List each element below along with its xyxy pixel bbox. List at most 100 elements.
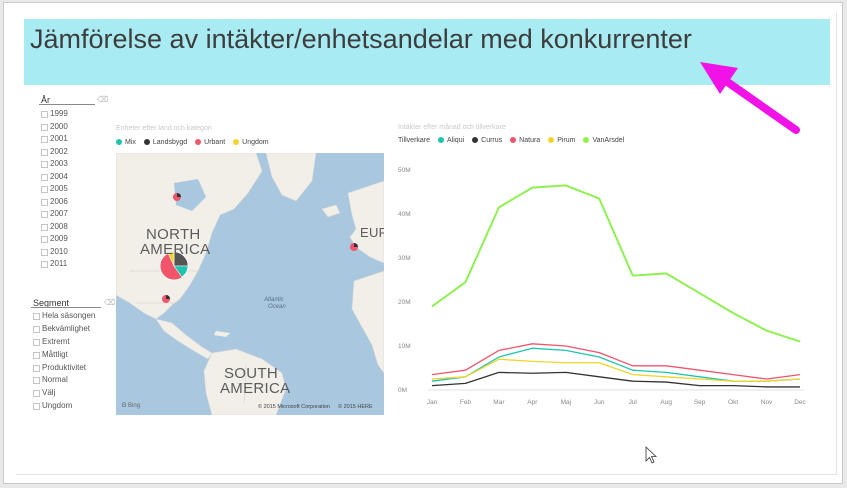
segment-slicer-item[interactable]: Produktivitet xyxy=(33,362,95,375)
map-label-south-america: AMERICA xyxy=(220,380,291,397)
year-slicer-item[interactable]: 2005 xyxy=(41,183,68,196)
pie-usa[interactable] xyxy=(159,251,189,281)
map-legend-item[interactable]: Landsbygd xyxy=(143,139,187,146)
year-slicer-item[interactable]: 2011 xyxy=(41,258,68,271)
checkbox-icon[interactable] xyxy=(41,248,48,256)
year-slicer-item[interactable]: 2007 xyxy=(41,208,68,221)
segment-slicer-item[interactable]: Normal xyxy=(33,374,95,387)
line-legend-label: Aliqui xyxy=(447,137,465,144)
year-slicer-eraser-icon[interactable]: ⌫ xyxy=(97,95,109,104)
line-legend-label: VanArsdel xyxy=(592,137,625,144)
series-line-pirum[interactable] xyxy=(431,358,801,382)
segment-slicer-item-label: Produktivitet xyxy=(42,362,87,372)
checkbox-icon[interactable] xyxy=(41,223,48,231)
year-slicer-item-label: 2001 xyxy=(50,134,68,143)
line-chart[interactable]: 0M 10M 20M 30M 40M 50M Jan Feb Mar Apr Maj Jun Jul Au… xyxy=(396,150,816,412)
checkbox-icon[interactable] xyxy=(33,338,40,346)
map-legend: Mix Landsbygd Urbant Ungdom xyxy=(116,139,277,146)
checkbox-icon[interactable] xyxy=(41,198,48,206)
line-legend-item[interactable]: Aliqui xyxy=(438,137,464,144)
checkbox-icon[interactable] xyxy=(33,325,40,333)
line-legend-label: Currus xyxy=(481,137,503,144)
segment-slicer-item[interactable]: Extremt xyxy=(33,336,95,349)
segment-slicer-item-label: Bekvämlighet xyxy=(42,323,91,333)
checkbox-icon[interactable] xyxy=(41,148,48,156)
segment-slicer-list: Hela säsongen Bekvämlighet Extremt Måttligt… xyxy=(33,310,95,413)
series-line-natura[interactable] xyxy=(431,343,801,380)
legend-dot-icon xyxy=(143,139,150,145)
checkbox-icon[interactable] xyxy=(41,111,48,118)
year-slicer-item-label: 2007 xyxy=(50,209,68,218)
year-slicer-item[interactable]: 2000 xyxy=(41,121,68,134)
checkbox-icon[interactable] xyxy=(33,403,40,411)
x-tick-label: Jun xyxy=(594,399,605,406)
checkbox-icon[interactable] xyxy=(41,161,48,168)
bing-logo-text: Bing xyxy=(128,403,141,409)
line-legend-item[interactable]: Pirum xyxy=(548,137,575,144)
map-basemap xyxy=(116,153,384,415)
year-slicer-item[interactable]: 1999 xyxy=(41,108,68,121)
segment-slicer-item[interactable]: Bekvämlighet xyxy=(33,323,95,336)
checkbox-icon[interactable] xyxy=(33,351,40,359)
segment-slicer-item[interactable]: Välj xyxy=(33,387,95,400)
map-legend-item[interactable]: Mix xyxy=(116,139,136,146)
bing-icon: ᗷ xyxy=(122,403,127,409)
x-tick-label: Nov xyxy=(761,399,773,406)
checkbox-icon[interactable] xyxy=(33,377,40,385)
series-line-currus[interactable] xyxy=(431,371,800,388)
line-legend-item[interactable]: Natura xyxy=(510,137,540,144)
title-banner[interactable]: Jämförelse av intäkter/enhetsandelar med… xyxy=(24,19,830,85)
legend-dot-icon xyxy=(233,139,240,145)
year-slicer-item[interactable]: 2003 xyxy=(41,158,68,171)
map-copyright-microsoft: © 2015 Microsoft Corporation xyxy=(258,404,330,410)
year-slicer-item[interactable]: 2006 xyxy=(41,196,68,209)
map-legend-label: Ungdom xyxy=(242,139,269,146)
checkbox-icon[interactable] xyxy=(33,364,40,372)
segment-slicer-item[interactable]: Måttligt xyxy=(33,349,95,362)
map-legend-item[interactable]: Urbant xyxy=(195,139,225,146)
year-slicer-item[interactable]: 2004 xyxy=(41,171,68,184)
year-slicer-item[interactable]: 2009 xyxy=(41,233,68,246)
year-slicer-item-label: 2011 xyxy=(50,259,68,268)
year-slicer-item-label: 2003 xyxy=(50,159,68,168)
x-tick-label: Apr xyxy=(527,399,538,406)
pie-europe[interactable] xyxy=(350,243,358,251)
y-tick-label: 30M xyxy=(398,255,411,262)
segment-slicer-item[interactable]: Ungdom xyxy=(33,400,95,413)
year-slicer-item[interactable]: 2010 xyxy=(41,246,68,259)
checkbox-icon[interactable] xyxy=(41,261,48,268)
checkbox-icon[interactable] xyxy=(41,211,48,218)
checkbox-icon[interactable] xyxy=(41,186,48,193)
checkbox-icon[interactable] xyxy=(41,173,48,181)
legend-dot-icon xyxy=(195,139,202,145)
y-tick-label: 0M xyxy=(398,387,407,394)
map-legend-item[interactable]: Ungdom xyxy=(233,139,269,146)
segment-slicer-item-label: Hela säsongen xyxy=(42,311,96,320)
year-slicer-item[interactable]: 2008 xyxy=(41,221,68,234)
year-slicer-list: 1999 2000 2001 2002 2003 2004 2005 2006 2007 2008… xyxy=(41,108,68,271)
x-tick-label: Aug xyxy=(660,399,672,406)
year-slicer-item[interactable]: 2002 xyxy=(41,146,68,159)
series-line-vanarsdel[interactable] xyxy=(431,184,801,343)
line-legend-item[interactable]: VanArsdel xyxy=(583,137,624,144)
map-label-ocean: Ocean xyxy=(268,304,286,310)
checkbox-icon[interactable] xyxy=(41,123,48,131)
year-slicer-item[interactable]: 2001 xyxy=(41,133,68,146)
checkbox-icon[interactable] xyxy=(41,236,48,243)
x-tick-label: Jul xyxy=(629,399,638,406)
line-legend-item[interactable]: Currus xyxy=(472,137,502,144)
filled-map[interactable]: NORTH AMERICA SOUTH AMERICA EUR Atlantic… xyxy=(116,153,384,415)
map-legend-label: Urbant xyxy=(204,139,226,146)
checkbox-icon[interactable] xyxy=(33,313,40,320)
checkbox-icon[interactable] xyxy=(33,390,40,398)
line-visual-title: Intäkter efter månad och tillverkare xyxy=(398,124,506,131)
pie-canada[interactable] xyxy=(173,193,181,201)
line-legend: Tillverkare Aliqui Currus Natura Pirum VanArs… xyxy=(398,137,632,144)
legend-dot-icon xyxy=(510,137,517,143)
checkbox-icon[interactable] xyxy=(41,136,48,143)
segment-slicer-item[interactable]: Hela säsongen xyxy=(33,310,95,323)
segment-slicer-eraser-icon[interactable]: ⌫ xyxy=(104,298,116,307)
map-label-south: SOUTH xyxy=(224,365,278,382)
x-tick-label: Okt xyxy=(728,399,738,406)
pie-mexico[interactable] xyxy=(162,295,170,303)
